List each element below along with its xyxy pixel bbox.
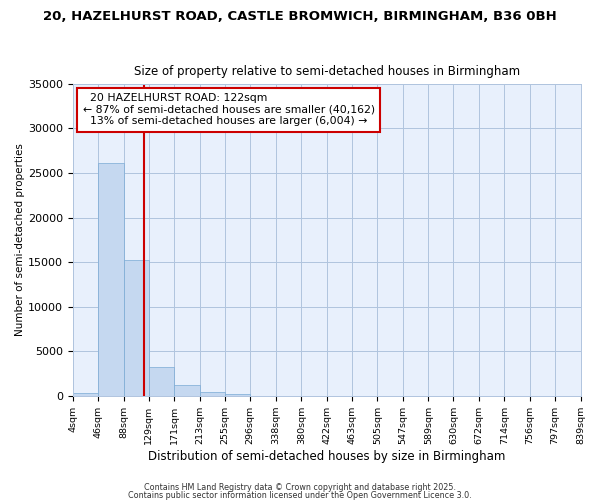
Text: Contains HM Land Registry data © Crown copyright and database right 2025.: Contains HM Land Registry data © Crown c…	[144, 484, 456, 492]
Text: 20 HAZELHURST ROAD: 122sqm  
← 87% of semi-detached houses are smaller (40,162)
: 20 HAZELHURST ROAD: 122sqm ← 87% of semi…	[83, 93, 375, 126]
Y-axis label: Number of semi-detached properties: Number of semi-detached properties	[15, 144, 25, 336]
Bar	[98, 163, 124, 396]
Bar	[200, 392, 225, 396]
Bar	[225, 394, 250, 396]
Bar	[124, 260, 149, 396]
Text: 20, HAZELHURST ROAD, CASTLE BROMWICH, BIRMINGHAM, B36 0BH: 20, HAZELHURST ROAD, CASTLE BROMWICH, BI…	[43, 10, 557, 23]
X-axis label: Distribution of semi-detached houses by size in Birmingham: Distribution of semi-detached houses by …	[148, 450, 505, 462]
Bar	[73, 392, 98, 396]
Title: Size of property relative to semi-detached houses in Birmingham: Size of property relative to semi-detach…	[134, 66, 520, 78]
Bar	[149, 367, 174, 396]
Bar	[174, 385, 200, 396]
Text: Contains public sector information licensed under the Open Government Licence 3.: Contains public sector information licen…	[128, 490, 472, 500]
